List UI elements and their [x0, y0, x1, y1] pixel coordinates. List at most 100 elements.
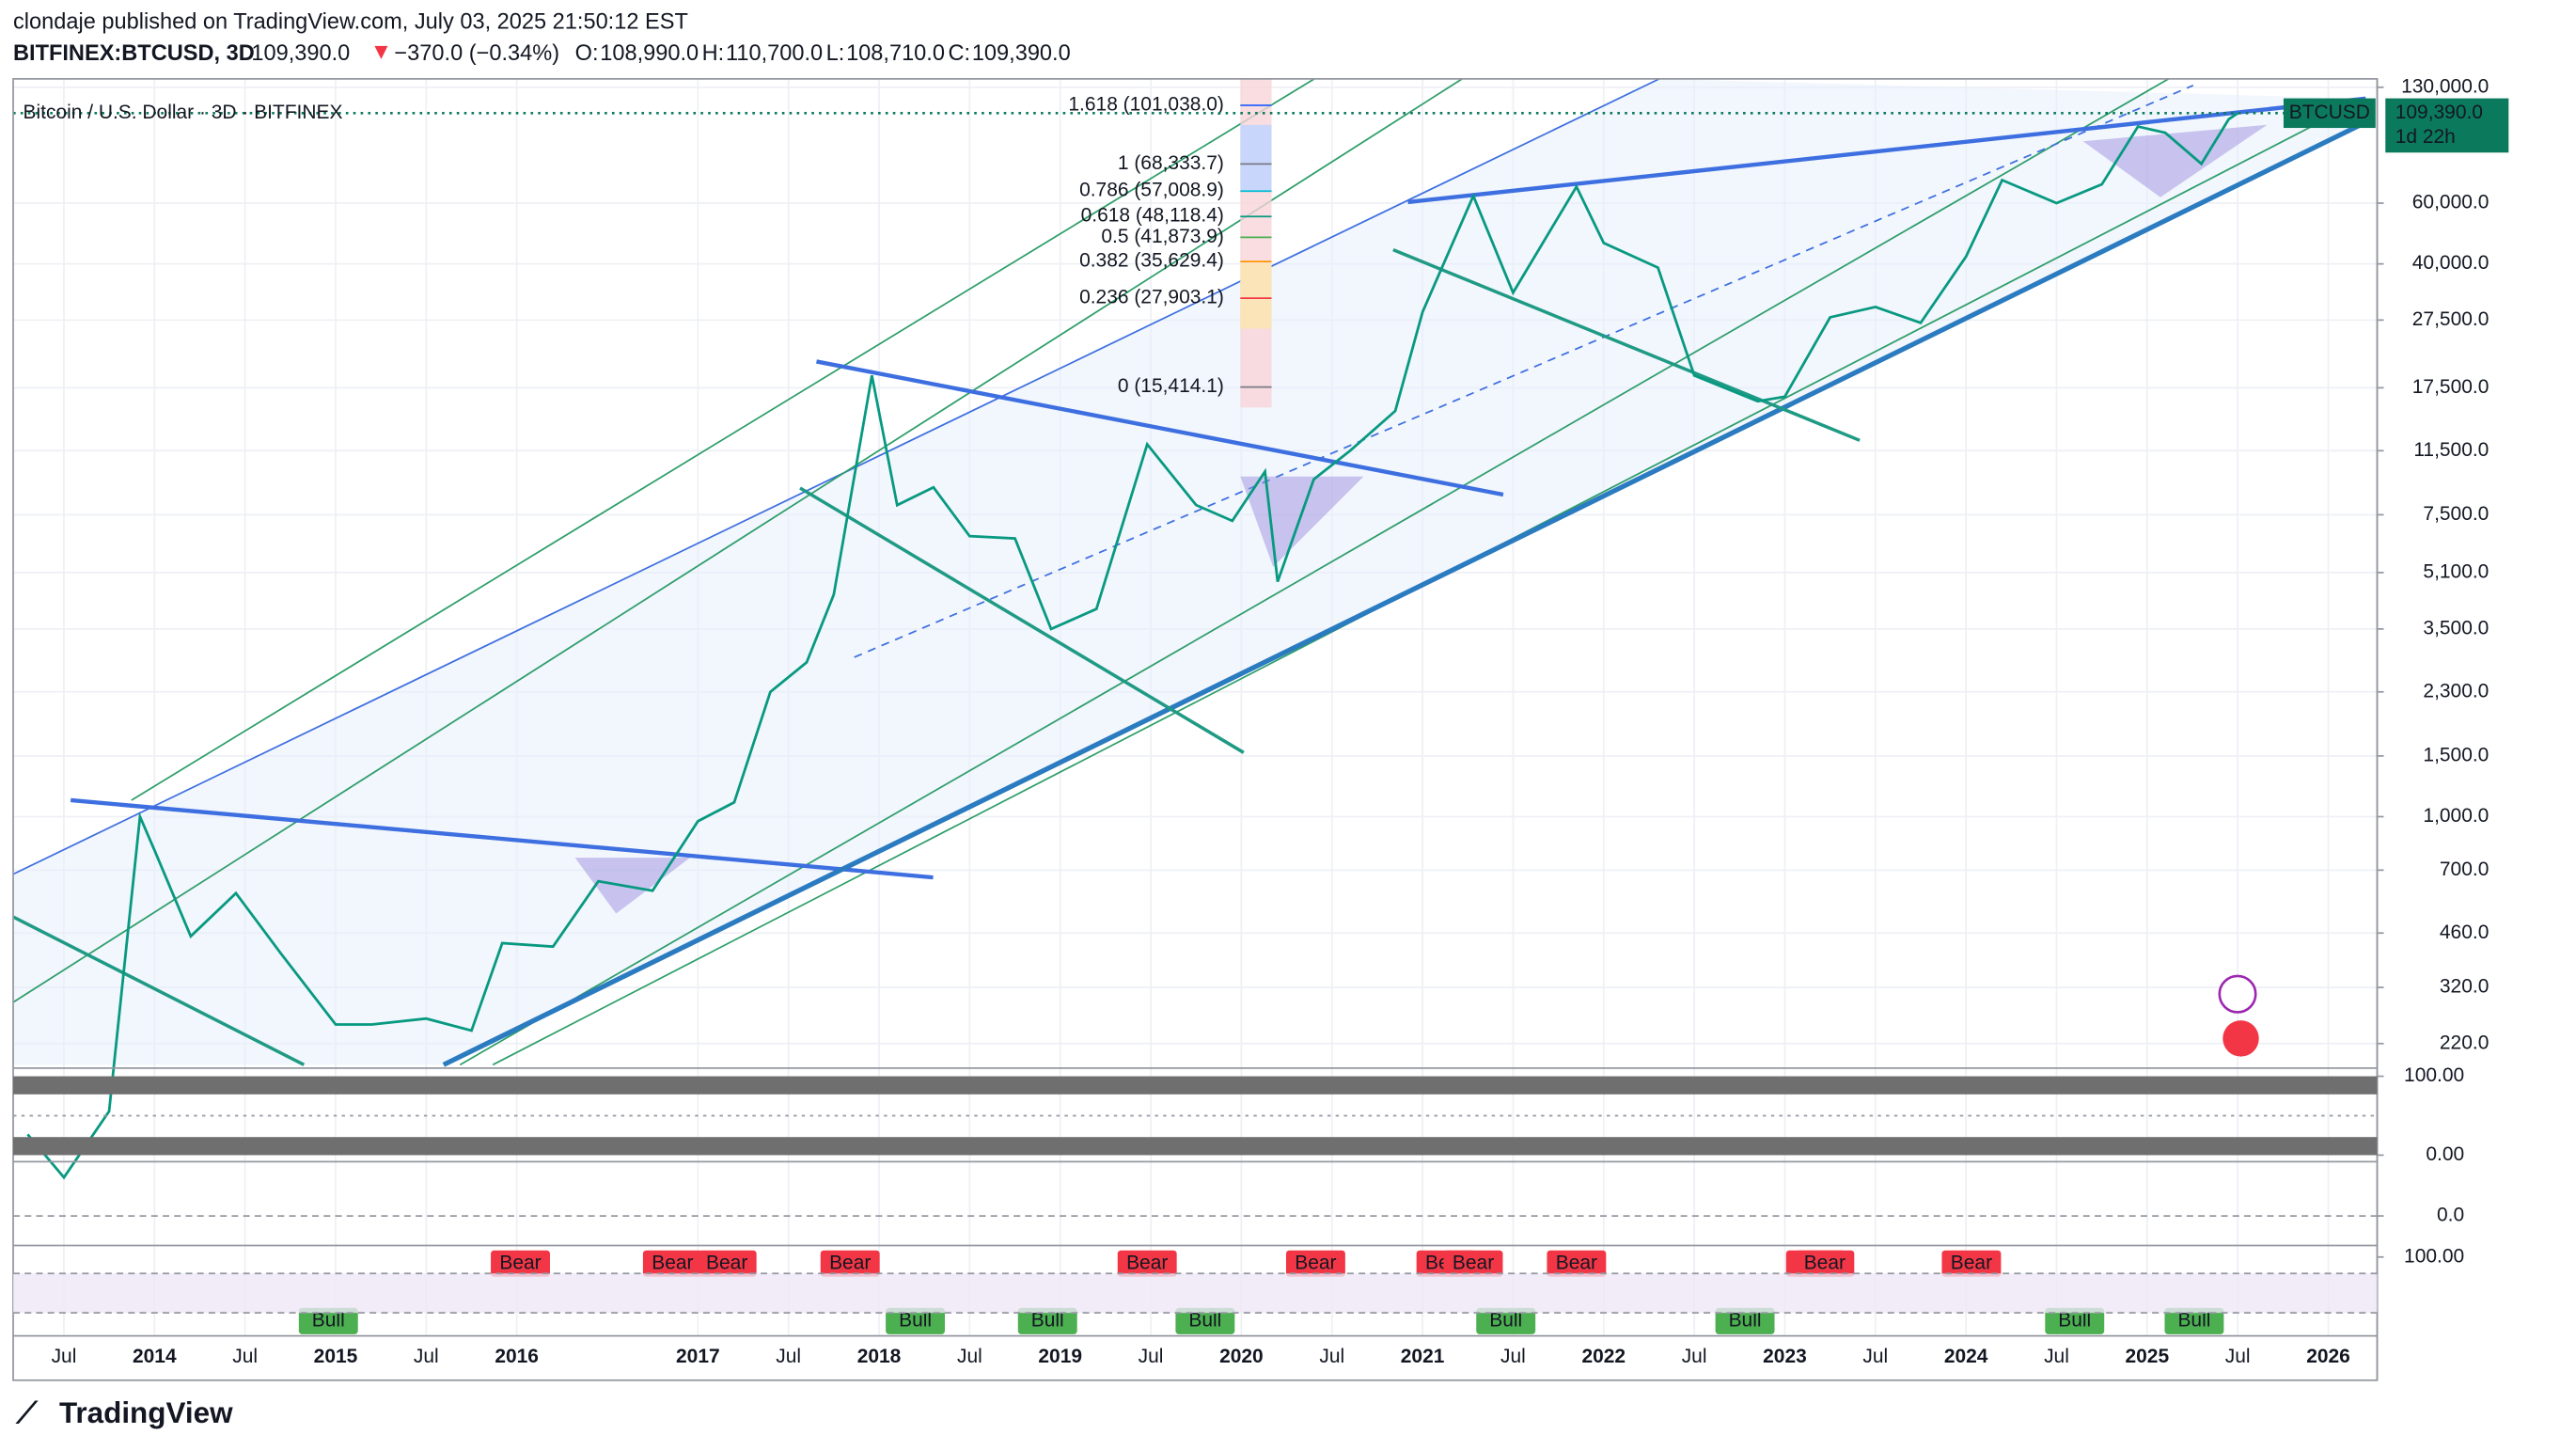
x-tick-label: 2019: [1038, 1346, 1082, 1367]
x-tick-label: 2018: [857, 1346, 902, 1367]
osc-tick-label: 100.00: [2404, 1064, 2464, 1086]
fib-label: 1.618 (101,038.0): [1068, 94, 1223, 116]
x-tick-label: Jul: [52, 1346, 77, 1367]
y-tick-label: 40,000.0: [2412, 252, 2490, 274]
pattern-triangle: [1240, 476, 1364, 567]
x-tick-label: 2017: [676, 1346, 720, 1367]
price-tag: [2385, 98, 2509, 153]
signal-label: Bull: [1188, 1309, 1221, 1331]
x-tick-label: Jul: [1682, 1346, 1707, 1367]
ohlc-value: 110,700.0: [726, 40, 823, 65]
trend-line: [442, 116, 2376, 1067]
trend-line: [12, 915, 306, 1066]
x-tick-label: 2016: [495, 1346, 539, 1367]
fib-label: 1 (68,333.7): [1118, 152, 1224, 174]
x-tick-label: 2015: [314, 1346, 358, 1367]
trend-line: [459, 78, 2170, 1066]
y-tick-label: 27,500.0: [2412, 308, 2490, 330]
signal-box: [1285, 1250, 1345, 1277]
x-tick-label: Jul: [2044, 1346, 2069, 1367]
x-tick-label: 2025: [2126, 1346, 2170, 1367]
ohlc-value: 108,990.0: [600, 40, 699, 65]
published-line: clondaje published on TradingView.com, J…: [13, 9, 688, 34]
osc-band: [13, 1076, 2378, 1095]
y-tick-label: 700.0: [2440, 859, 2489, 880]
signal-box: [298, 1307, 358, 1334]
signal-label: Bull: [2058, 1309, 2091, 1331]
y-tick-label: 1,000.0: [2423, 805, 2489, 827]
x-tick-label: 2023: [1763, 1346, 1807, 1367]
trend-line: [799, 486, 1245, 754]
signal-label: Bear: [1556, 1252, 1597, 1273]
trend-line: [854, 85, 2194, 658]
x-tick-label: Jul: [2225, 1346, 2251, 1367]
signal-box: [491, 1250, 550, 1277]
trend-line: [1392, 247, 1861, 442]
countdown: 1d 22h: [2395, 126, 2456, 148]
brand: TradingView: [59, 1396, 233, 1429]
signal-box: [2164, 1307, 2224, 1334]
x-tick-label: Jul: [414, 1346, 439, 1367]
y-tick-label: 2,300.0: [2423, 680, 2489, 701]
icon-flash[interactable]: [2218, 974, 2257, 1014]
fib-label: 0.382 (35,629.4): [1079, 250, 1224, 272]
x-tick-label: 2024: [1944, 1346, 1988, 1367]
signal-label: Bull: [1031, 1309, 1064, 1331]
icon-flag[interactable]: [2223, 1020, 2259, 1057]
trend-line: [12, 78, 1463, 1003]
osc-tick-label: 100.00: [2404, 1245, 2464, 1267]
x-tick-label: Jul: [957, 1346, 982, 1367]
trend-line: [816, 359, 1504, 497]
signal-label: Bear: [652, 1252, 693, 1273]
ohlc-key: O:: [575, 40, 599, 65]
symbol-tag: [2283, 98, 2376, 129]
osc-tick-label: 0.0: [2437, 1205, 2464, 1226]
tv-logo: ⟋: [15, 1396, 39, 1429]
chart-title: Bitcoin / U.S. Dollar · 3D · BITFINEX: [23, 102, 342, 123]
y-tick-label: 220.0: [2440, 1032, 2489, 1053]
signal-label: Bull: [1489, 1309, 1522, 1331]
symbol-tag-label: BTCUSD: [2289, 102, 2370, 123]
signal-label: Bear: [1804, 1252, 1846, 1273]
ohlc-key: H:: [702, 40, 725, 65]
x-tick-label: 2022: [1581, 1346, 1626, 1367]
channel-fill: [13, 78, 2375, 1065]
fib-column: [1240, 124, 1272, 191]
signal-box: [1941, 1250, 2002, 1277]
fib-label: 0.5 (41,873.9): [1101, 226, 1223, 247]
osc-tick-label: 0.00: [2426, 1143, 2464, 1165]
x-tick-label: 2021: [1401, 1346, 1445, 1367]
fib-column: [1240, 262, 1272, 329]
signal-label: Bear: [1453, 1252, 1494, 1273]
signal-box: [1715, 1307, 1775, 1334]
x-tick-label: Jul: [776, 1346, 801, 1367]
x-tick-label: 2014: [133, 1346, 177, 1367]
signal-label: Bear: [1951, 1252, 1992, 1273]
y-tick-label: 1,500.0: [2423, 744, 2489, 765]
x-tick-label: Jul: [1500, 1346, 1526, 1367]
fib-label: 0.786 (57,008.9): [1079, 180, 1224, 201]
trend-line: [131, 78, 1315, 801]
ohlc-value: 109,390.0: [972, 40, 1071, 65]
osc-band: [13, 1137, 2378, 1156]
trend-line: [1407, 96, 2366, 205]
trend-line: [12, 78, 1660, 875]
signal-box: [1547, 1250, 1607, 1277]
y-tick-label: 11,500.0: [2413, 439, 2489, 461]
x-tick-label: 2026: [2306, 1346, 2350, 1367]
signal-box: [886, 1307, 946, 1334]
price: 109,390.0: [251, 40, 350, 65]
rsi-band: [13, 1273, 2378, 1314]
x-tick-label: Jul: [232, 1346, 258, 1367]
signal-box: [2045, 1307, 2105, 1334]
y-tick-label: 7,500.0: [2423, 503, 2489, 525]
signal-box: [820, 1250, 880, 1277]
symbol: BITFINEX:BTCUSD, 3D: [13, 40, 255, 65]
price-tag-label: 109,390.0: [2395, 102, 2483, 123]
price-line: [26, 112, 2238, 1180]
ohlc-key: L:: [826, 40, 845, 65]
y-tick-label: 320.0: [2440, 976, 2489, 998]
signal-box: [697, 1250, 757, 1277]
y-tick-label: 130,000.0: [2401, 75, 2489, 97]
